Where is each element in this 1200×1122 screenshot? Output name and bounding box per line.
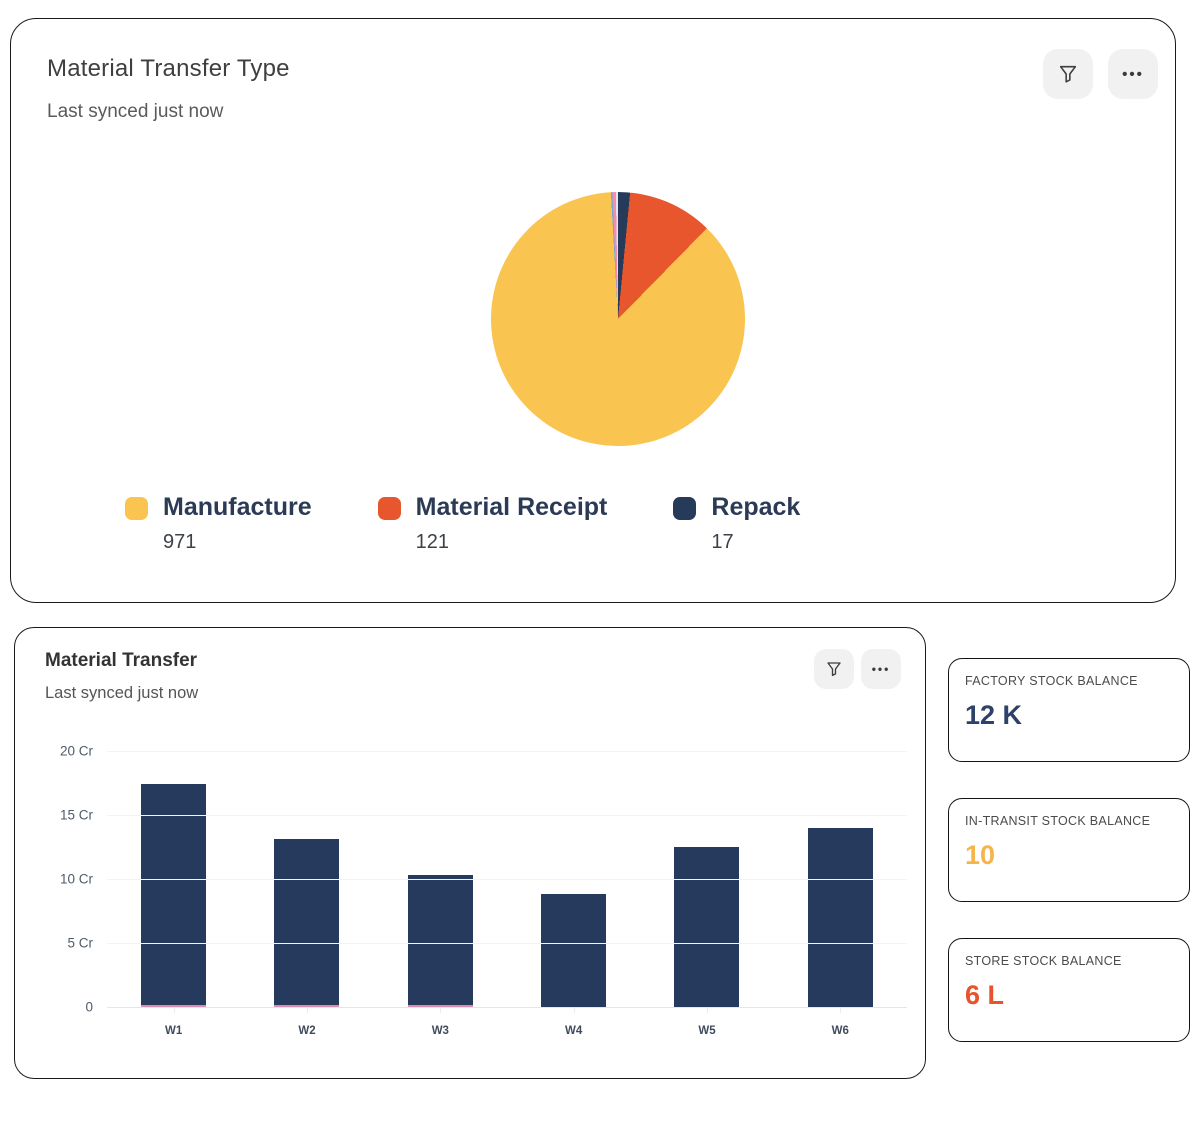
in-transit-stock-balance-card: IN-TRANSIT STOCK BALANCE 10 [948, 798, 1190, 902]
filter-icon [825, 660, 843, 678]
legend-label: Manufacture [163, 493, 312, 521]
bar-segment [541, 894, 607, 1007]
bar-segment [807, 827, 873, 1007]
card-title: Material Transfer Type [47, 55, 290, 82]
stat-label: IN-TRANSIT STOCK BALANCE [965, 814, 1151, 828]
more-options-button[interactable]: ••• [1108, 49, 1158, 99]
x-axis-label: W2 [298, 1025, 316, 1037]
x-axis-label: W1 [165, 1025, 183, 1037]
pie-legend: Manufacture 971 Material Receipt 121 Rep… [125, 493, 800, 554]
material-transfer-card: Material Transfer Last synced just now •… [14, 627, 926, 1079]
gridline [107, 1007, 907, 1008]
x-axis-labels: W1 W2 W3 W4 W5 W6 [107, 1007, 907, 1043]
stat-label: STORE STOCK BALANCE [965, 954, 1122, 968]
x-axis-label: W4 [565, 1025, 583, 1037]
store-stock-balance-card: STORE STOCK BALANCE 6 L [948, 938, 1190, 1042]
gridline [107, 751, 907, 752]
y-axis-tick: 0 [85, 999, 93, 1015]
x-tick-mark [306, 1007, 308, 1013]
bar-accent-segment [141, 1005, 207, 1007]
ellipsis-icon: ••• [1122, 65, 1144, 83]
material-transfer-type-card: Material Transfer Type Last synced just … [10, 18, 1176, 603]
legend-value: 971 [163, 531, 197, 553]
repack-swatch [673, 497, 697, 520]
x-tick-mark [573, 1007, 575, 1013]
gridline [107, 943, 907, 944]
filter-icon [1057, 63, 1079, 85]
material-receipt-swatch [377, 497, 401, 520]
bar-segment [141, 784, 207, 1005]
legend-label: Repack [711, 493, 801, 521]
legend-item-repack[interactable]: Repack 17 [673, 493, 800, 554]
stat-label: FACTORY STOCK BALANCE [965, 674, 1138, 688]
bar-segment [407, 875, 473, 1005]
bar-w1[interactable] [141, 784, 207, 1007]
x-tick-mark [706, 1007, 708, 1013]
x-tick-mark [173, 1007, 175, 1013]
bar-w3[interactable] [407, 875, 473, 1007]
x-axis-label: W5 [698, 1025, 716, 1037]
last-synced-text: Last synced just now [45, 684, 199, 702]
x-tick-mark [840, 1007, 842, 1013]
y-axis-tick: 5 Cr [67, 935, 93, 951]
x-axis-label: W3 [431, 1025, 449, 1037]
legend-value: 121 [415, 531, 450, 553]
legend-item-manufacture[interactable]: Manufacture 971 [125, 493, 312, 554]
stat-cards-column: FACTORY STOCK BALANCE 12 K IN-TRANSIT ST… [948, 658, 1190, 1042]
y-axis-tick: 10 Cr [59, 871, 93, 887]
bar-w4[interactable] [541, 894, 607, 1007]
x-axis-label: W6 [831, 1025, 849, 1037]
legend-value: 17 [711, 531, 734, 553]
bar-w5[interactable] [674, 847, 740, 1007]
bar-segment [274, 839, 340, 1005]
stat-value: 6 L [965, 980, 1005, 1010]
legend-label: Material Receipt [415, 493, 608, 521]
y-axis-tick: 15 Cr [59, 807, 93, 823]
bar-segment [674, 847, 740, 1007]
bar-w6[interactable] [807, 827, 873, 1007]
more-options-button[interactable]: ••• [861, 649, 901, 689]
bar-plot-area [107, 751, 907, 1013]
pie-chart[interactable] [491, 192, 745, 446]
gridline [107, 815, 907, 816]
filter-button[interactable] [1043, 49, 1093, 99]
card-title: Material Transfer [45, 650, 198, 671]
filter-button[interactable] [814, 649, 854, 689]
ellipsis-icon: ••• [871, 662, 891, 676]
bar-accent-segment [274, 1005, 340, 1007]
bar-w2[interactable] [274, 839, 340, 1007]
stat-value: 12 K [965, 700, 1023, 730]
bar-accent-segment [407, 1005, 473, 1007]
stat-value: 10 [965, 840, 996, 870]
legend-item-material-receipt[interactable]: Material Receipt 121 [377, 493, 608, 554]
manufacture-swatch [125, 497, 148, 520]
x-tick-mark [440, 1007, 442, 1013]
factory-stock-balance-card: FACTORY STOCK BALANCE 12 K [948, 658, 1190, 762]
y-axis-tick: 20 Cr [59, 743, 93, 759]
bar-chart: W1 W2 W3 W4 W5 W6 20 Cr 15 Cr 10 Cr 5 Cr 0 [35, 744, 911, 1051]
last-synced-text: Last synced just now [47, 101, 224, 122]
gridline [107, 879, 907, 880]
